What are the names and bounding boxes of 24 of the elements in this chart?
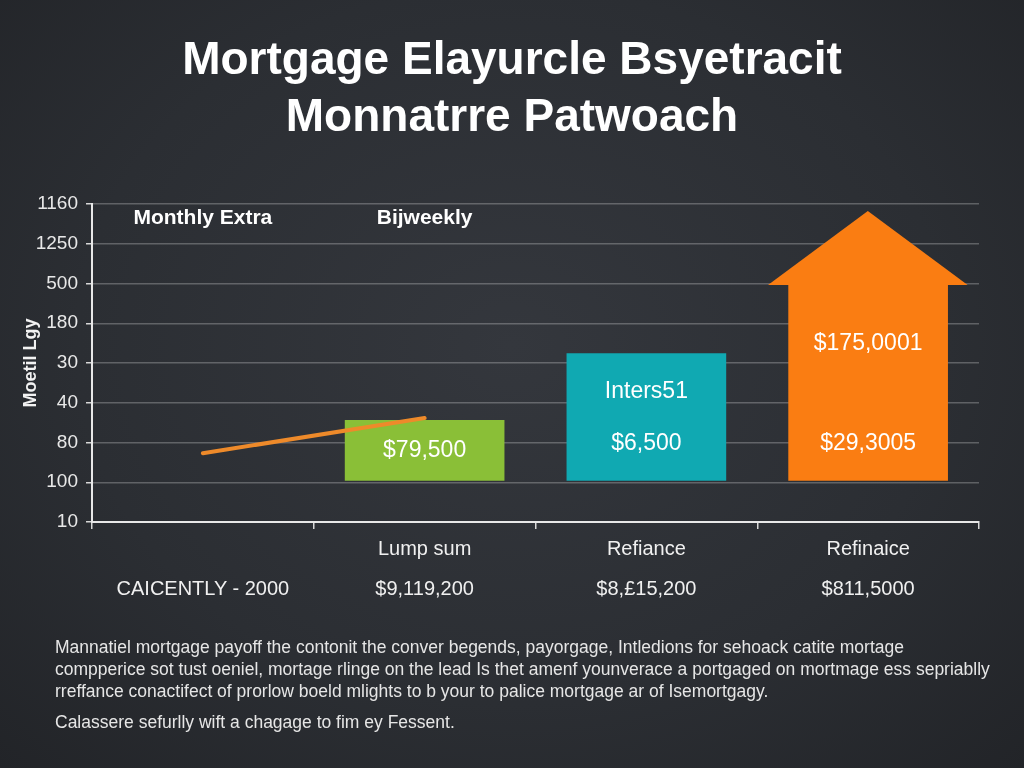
text: Calassere sefurlly wift a chagage to fim ey Fessent. (55, 711, 456, 733)
category-label: 40 (56, 390, 78, 412)
text: Mannatiel mortgage payoff the contonit the conver begends, payorgage, Intledions for sehoack catite mortage compperice sot tust oeniel, mortage rlinge on the lead Is thet amenf younverace a portgaged on mortmage ess sepriablly rreffance conactifect of prorlow boeld mlights to b your to palice mortgage ar of Isemortgagy. (55, 636, 990, 702)
x-tick-label: Refinaice $811,5000 (821, 536, 915, 599)
annotation: Inters51 (604, 376, 688, 403)
x-tick-label: Lump sum $9,119,200 (375, 536, 474, 599)
y-axis-title: Moetil Lgy (19, 318, 40, 408)
annotation: $6,500 (611, 429, 682, 456)
annotation: $79,500 (383, 435, 467, 462)
annotation: $175,0001 (813, 328, 923, 355)
category-label: 1160 (37, 192, 78, 214)
text: Bijweekly (376, 204, 473, 228)
category-label: 80 (56, 430, 78, 452)
annotation: $29,3005 (820, 429, 917, 456)
category-label: 180 (46, 311, 78, 333)
category-label: 30 (56, 351, 78, 373)
x-tick-label: Refiance $8,£15,200 (596, 536, 697, 599)
category-label: 100 (46, 470, 78, 492)
category-label: 10 (56, 510, 78, 532)
chart-title: Mortgage Elayurcle Bsyetracit Monnatrre Patwoach (181, 31, 843, 143)
text: Monthly Extra (133, 204, 273, 228)
category-label: 1250 (35, 231, 78, 253)
category-label: 500 (46, 271, 78, 293)
x-tick-label: CAICENTLY - 2000 (116, 576, 290, 599)
